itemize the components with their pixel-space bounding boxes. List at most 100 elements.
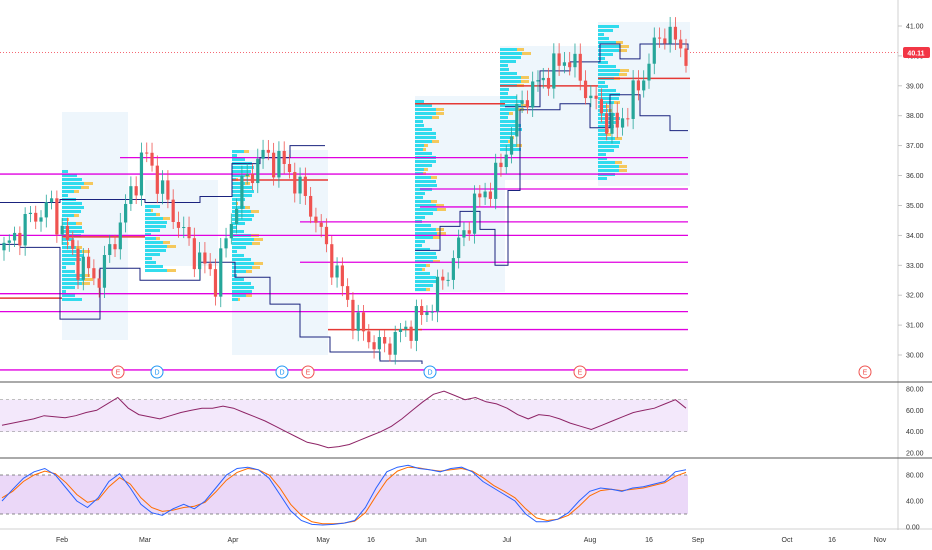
candle-body: [615, 112, 619, 128]
profile-bar: [426, 288, 430, 291]
profile-bar: [232, 294, 246, 297]
candle-body: [626, 118, 630, 120]
event-marker[interactable]: E: [858, 365, 872, 379]
event-marker-label: E: [863, 370, 868, 377]
price-badge: 40.11: [903, 47, 930, 58]
candle-body: [118, 222, 122, 250]
profile-bar: [62, 210, 81, 213]
candle-body: [293, 172, 297, 194]
stoch-pane[interactable]: [0, 464, 688, 526]
price-axis-label: 41.00: [906, 24, 924, 31]
candle-body: [657, 37, 662, 39]
profile-bar: [62, 270, 75, 273]
profile-bar: [415, 168, 424, 171]
profile-bar: [415, 268, 422, 271]
profile-bar: [431, 200, 437, 203]
profile-bar: [436, 204, 444, 207]
candle-body: [483, 191, 487, 198]
profile-bar: [62, 278, 84, 281]
profile-bar: [232, 298, 238, 301]
rsi-axis-label: 40.00: [906, 429, 924, 436]
candle-body: [129, 186, 133, 204]
profile-bar: [598, 97, 619, 100]
candle-body: [171, 199, 175, 222]
profile-bar: [232, 154, 237, 157]
candle-body: [546, 77, 551, 89]
profile-bar: [521, 76, 529, 79]
candle-body: [536, 80, 540, 82]
profile-bar: [598, 89, 616, 92]
event-marker[interactable]: E: [573, 365, 587, 379]
candle-body: [145, 152, 149, 154]
profile-bar: [62, 254, 84, 257]
profile-bar: [145, 253, 160, 256]
candle-body: [219, 248, 223, 297]
profile-bar: [145, 205, 160, 208]
x-axis-label: Feb: [56, 537, 68, 544]
candle-body: [504, 154, 508, 168]
profile-bar: [151, 209, 153, 212]
event-marker[interactable]: D: [275, 365, 289, 379]
event-marker-circle: [858, 365, 872, 379]
profile-bar: [246, 294, 252, 297]
profile-bar: [82, 282, 90, 285]
profile-bar: [598, 161, 615, 164]
profile-bar: [67, 218, 69, 221]
profile-bar: [232, 218, 252, 221]
candle-body: [187, 227, 191, 239]
candle-body: [356, 312, 360, 331]
event-marker-circle: [150, 365, 164, 379]
candle-body: [198, 252, 202, 270]
x-axis-label: 16: [367, 537, 375, 544]
profile-bar: [598, 145, 619, 148]
candle-body: [562, 62, 567, 66]
candle-body: [525, 100, 529, 108]
profile-bar: [598, 157, 607, 160]
event-marker[interactable]: D: [150, 365, 164, 379]
profile-bar: [415, 244, 422, 247]
profile-bar: [232, 158, 245, 161]
candle-body: [531, 81, 535, 108]
profile-bar: [62, 230, 84, 233]
candle-body: [44, 202, 48, 218]
profile-bar: [426, 264, 430, 267]
candle-body: [245, 173, 249, 177]
profile-bar: [598, 141, 620, 144]
event-marker[interactable]: E: [111, 365, 125, 379]
event-marker[interactable]: E: [301, 365, 315, 379]
profile-bar: [598, 45, 620, 48]
candle-body: [23, 214, 27, 246]
profile-bar: [598, 129, 606, 132]
candle-body: [155, 165, 159, 194]
profile-bar: [415, 112, 436, 115]
candle-body: [499, 162, 503, 168]
candle-body: [404, 326, 408, 330]
event-marker-circle: [423, 365, 437, 379]
candle-body: [620, 118, 625, 128]
candle-body: [282, 150, 286, 164]
profile-bar: [598, 121, 619, 124]
rsi-pane[interactable]: [0, 390, 688, 449]
profile-bar: [232, 174, 245, 177]
x-axis-label: Mar: [139, 537, 152, 544]
volume-profile-box: [500, 46, 600, 180]
profile-bar: [76, 246, 82, 249]
candle-body: [372, 342, 376, 350]
candle-body: [266, 149, 270, 153]
profile-bar: [232, 222, 245, 225]
profile-bar: [500, 76, 521, 79]
event-marker[interactable]: D: [423, 365, 437, 379]
candle-body: [134, 186, 138, 196]
profile-bar: [598, 53, 613, 56]
price-axis-label: 38.00: [906, 113, 924, 120]
profile-bar: [232, 198, 245, 201]
profile-bar: [232, 258, 251, 261]
profile-bar: [252, 266, 260, 269]
profile-bar: [598, 61, 608, 64]
x-axis-label: Apr: [228, 537, 240, 544]
profile-bar: [415, 152, 432, 155]
profile-bar: [500, 128, 522, 131]
event-marker-label: E: [578, 370, 583, 377]
profile-bar: [167, 245, 176, 248]
